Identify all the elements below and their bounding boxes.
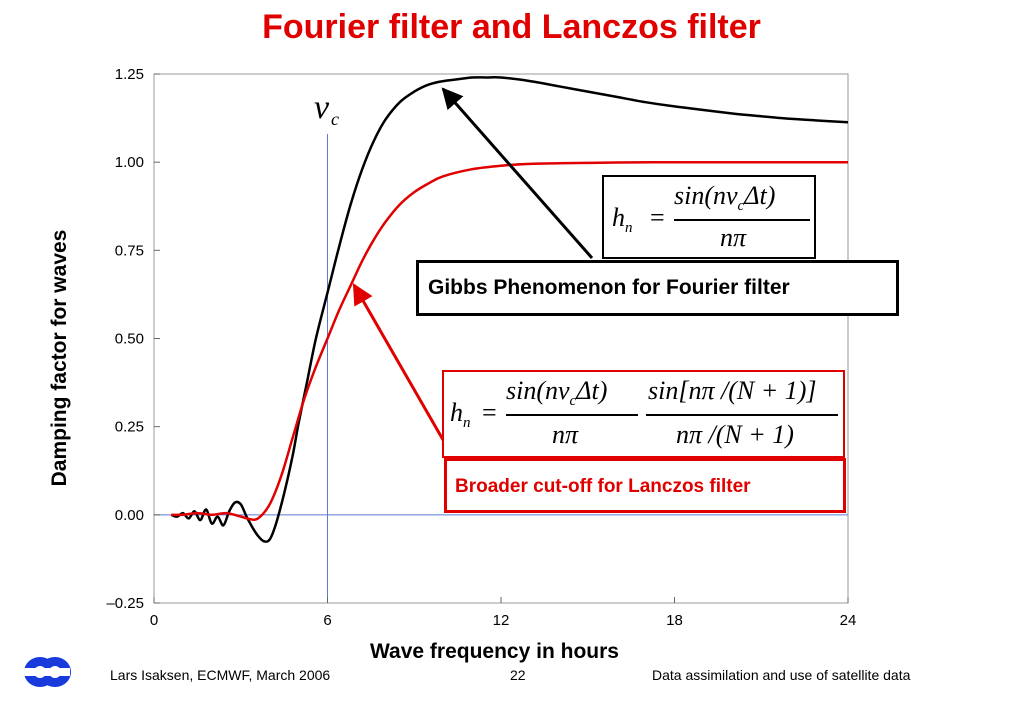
y-tick-label: 0.00 [115, 507, 144, 524]
x-tick-label: 18 [666, 612, 683, 629]
fourier-formula-equals: = [650, 203, 665, 232]
gibbs-annotation-box [416, 260, 899, 316]
gibbs-annotation: Gibbs Phenomenon for Fourier filter [428, 276, 790, 299]
lanczos-annotation-box [444, 458, 846, 513]
y-tick-label: 0.50 [115, 331, 144, 348]
y-tick-label: 1.00 [115, 154, 144, 171]
lanczos-formula-denominator-2: nπ /(N + 1) [676, 420, 794, 449]
y-tick-label: 0.75 [115, 242, 144, 259]
lanczos-annotation: Broader cut-off for Lanczos filter [455, 476, 751, 497]
lanczos-series-line [171, 160, 848, 522]
series-layer [170, 75, 849, 543]
x-tick-label: 0 [150, 612, 158, 629]
lanczos-arrow [352, 283, 448, 446]
cutoff-label-subscript: c [331, 109, 339, 129]
footer-page-number: 22 [510, 667, 526, 683]
x-tick-label: 6 [323, 612, 331, 629]
y-axis-label: Damping factor for waves [48, 229, 71, 487]
x-tick-label: 12 [493, 612, 510, 629]
y-tick-label: 0.25 [115, 419, 144, 436]
x-tick-label: 24 [840, 612, 857, 629]
footer-course: Data assimilation and use of satellite d… [652, 667, 911, 683]
axis-ticks: –0.25 0.00 0.25 0.50 0.75 1.00 1.25 0 6 12 18 24 [106, 66, 856, 629]
footer-author: Lars Isaksen, ECMWF, March 2006 [110, 667, 331, 683]
gibbs-arrow [441, 87, 594, 259]
y-tick-label: 1.25 [115, 66, 144, 83]
page-title: Fourier filter and Lanczos filter [262, 8, 761, 46]
x-axis-label: Wave frequency in hours [370, 640, 619, 663]
lanczos-formula-box: hn = sin(nνcΔt) nπ sin[nπ /(N + 1)] nπ /… [442, 370, 845, 458]
fourier-formula-denominator: nπ [720, 223, 747, 252]
lanczos-formula-equals: = [482, 398, 497, 427]
cutoff-label: ν [314, 89, 330, 126]
ecmwf-logo-icon [24, 657, 71, 687]
y-tick-label: –0.25 [106, 595, 144, 612]
lanczos-formula-lhs: hn [450, 398, 471, 431]
lanczos-formula-numerator-1: sin(nνcΔt) [506, 376, 608, 409]
fourier-series-line [170, 75, 849, 543]
fourier-formula-box: hn = sin(nνcΔt) nπ [602, 175, 816, 259]
fourier-formula-numerator: sin(nνcΔt) [674, 181, 776, 214]
lanczos-formula-numerator-2: sin[nπ /(N + 1)] [648, 376, 817, 405]
lanczos-formula-denominator-1: nπ [552, 420, 579, 449]
fourier-formula-lhs: hn [612, 203, 633, 236]
